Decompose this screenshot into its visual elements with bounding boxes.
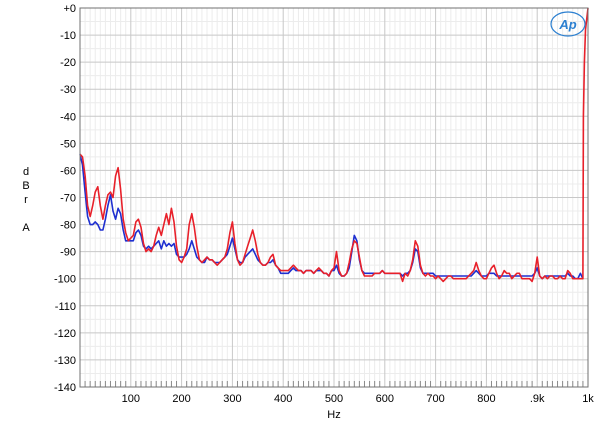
- x-tick-label: 200: [172, 393, 190, 405]
- y-tick-labels: +0 -10 -20 -30 -40 -50 -60 -70 -80 -90 -100 -110 -12…: [54, 3, 76, 394]
- y-tick-label: -10: [60, 30, 76, 42]
- x-tick-label: 500: [325, 393, 343, 405]
- y-tick-label: -60: [60, 165, 76, 177]
- y-tick-label: -110: [55, 301, 76, 313]
- y-tick-label: -100: [54, 274, 76, 286]
- y-axis-label-char: B: [22, 180, 29, 192]
- ap-logo-text: Ap: [558, 17, 576, 32]
- x-tick-labels: 100 200 300 400 500 600 700 800 .9k 1k: [122, 393, 595, 405]
- x-tick-label: 600: [376, 393, 394, 405]
- ap-logo: Ap: [550, 11, 586, 37]
- x-tick-label: 1k: [582, 393, 594, 405]
- series-layer: [79, 7, 589, 283]
- major-grid: [80, 7, 588, 388]
- x-tick-label: 100: [122, 393, 140, 405]
- x-axis-label: Hz: [327, 409, 340, 421]
- y-tick-label: -70: [60, 193, 76, 205]
- y-tick-label: -40: [60, 111, 76, 123]
- y-tick-label: -20: [60, 57, 76, 69]
- y-tick-label: -120: [54, 328, 76, 340]
- y-tick-label: -80: [60, 220, 76, 232]
- x-tick-label: 300: [223, 393, 241, 405]
- y-tick-label: -90: [60, 247, 76, 259]
- x-tick-label: .9k: [530, 393, 545, 405]
- y-tick-label: -50: [60, 138, 76, 150]
- x-tick-label: 700: [426, 393, 444, 405]
- y-tick-label: -30: [60, 84, 76, 96]
- y-tick-label: -140: [54, 382, 76, 394]
- x-tick-label: 800: [477, 393, 495, 405]
- y-axis-label-char: r: [24, 194, 28, 206]
- x-minor-ticks: [84, 381, 584, 387]
- y-tick-label: +0: [63, 3, 76, 15]
- y-axis-label: dBr A: [22, 166, 30, 234]
- y-axis-label-char: d: [23, 166, 29, 178]
- x-tick-label: 400: [274, 393, 292, 405]
- y-axis-label-char: A: [22, 222, 30, 234]
- plot-frame: [79, 7, 589, 388]
- series-line-red: [79, 7, 589, 283]
- y-tick-label: -130: [54, 355, 76, 367]
- ap-logo-ring: [550, 11, 586, 37]
